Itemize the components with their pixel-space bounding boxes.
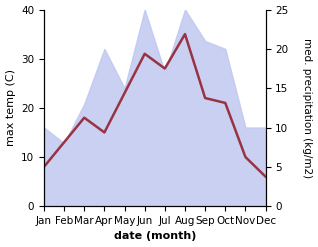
Y-axis label: med. precipitation (kg/m2): med. precipitation (kg/m2) — [302, 38, 313, 178]
Y-axis label: max temp (C): max temp (C) — [5, 69, 16, 146]
X-axis label: date (month): date (month) — [114, 231, 196, 242]
